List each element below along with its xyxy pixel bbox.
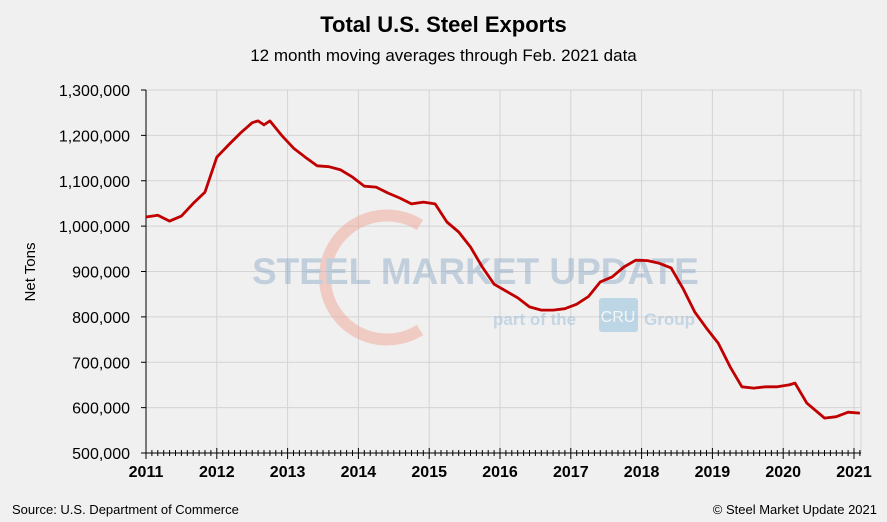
series-line: [145, 119, 861, 420]
y-tick-label: 600,000: [72, 401, 130, 418]
x-tick-label: 2012: [199, 464, 235, 481]
y-tick-label: 500,000: [72, 446, 130, 463]
y-tick-label: 1,100,000: [59, 174, 130, 191]
x-tick-label: 2021: [836, 464, 872, 481]
watermark-tagline-post: Group: [644, 310, 695, 329]
watermark-cru: CRU: [601, 309, 636, 326]
y-tick-label: 800,000: [72, 310, 130, 327]
y-tick-label: 900,000: [72, 265, 130, 282]
x-tick-label: 2015: [411, 464, 447, 481]
y-tick-label: 1,300,000: [59, 83, 130, 100]
x-tick-label: 2011: [129, 464, 164, 481]
y-tick-label: 700,000: [72, 355, 130, 372]
chart-title: Total U.S. Steel Exports: [320, 12, 567, 37]
x-tick-label: 2017: [553, 464, 589, 481]
y-tick-label: 1,200,000: [59, 128, 130, 145]
watermark-logo: STEEL MARKET UPDATE part of the CRU Grou…: [252, 209, 699, 346]
chart-subtitle: 12 month moving averages through Feb. 20…: [250, 46, 637, 65]
x-tick-label: 2013: [270, 464, 306, 481]
x-tick-label: 2014: [341, 464, 377, 481]
watermark-tagline-pre: part of the: [493, 310, 576, 329]
source-note: Source: U.S. Department of Commerce: [12, 502, 239, 517]
y-axis-label: Net Tons: [22, 243, 39, 302]
x-tick-label: 2019: [695, 464, 731, 481]
x-tick-label: 2018: [624, 464, 660, 481]
x-tick-label: 2020: [765, 464, 801, 481]
copyright-note: © Steel Market Update 2021: [712, 502, 877, 517]
y-tick-label: 1,000,000: [59, 219, 130, 236]
x-tick-label: 2016: [482, 464, 518, 481]
